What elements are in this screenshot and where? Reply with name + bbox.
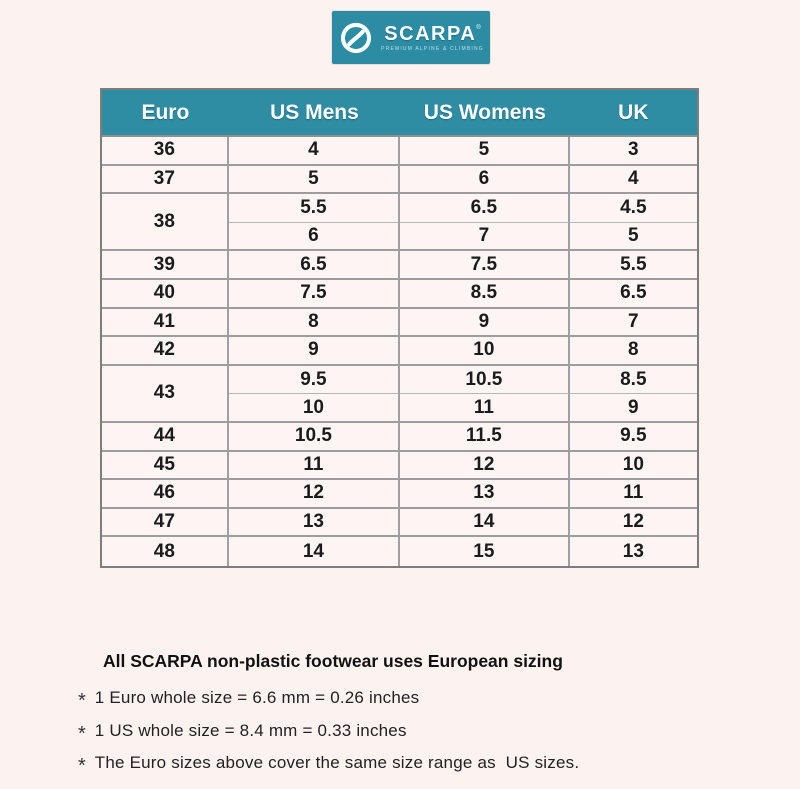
table-row-euro-47: 47 13 14 12 [102, 508, 697, 538]
us-mens-cell: 5 [228, 165, 401, 195]
scarpa-circle-emblem-icon [341, 22, 372, 53]
footnote-text: 1 US whole size = 8.4 mm = 0.33 inches [94, 720, 407, 740]
brand-wordmark: SCARPA [384, 22, 477, 45]
euro-size-cell: 41 [102, 308, 229, 338]
column-header-euro: Euro [102, 90, 229, 137]
us-womens-cell: 8.5 [400, 279, 570, 309]
us-womens-cell: 12 [400, 451, 570, 481]
uk-size-cell: 11 [569, 480, 697, 509]
us-womens-cell: 6.5 [400, 194, 570, 223]
table-row-euro-45: 45 11 12 10 [102, 451, 697, 481]
table-row-euro-44: 44 10.5 11.5 9.5 [102, 422, 697, 452]
footnote-1: * 1 Euro whole size = 6.6 mm = 0.26 inche… [78, 688, 758, 712]
uk-size-cell: 3 [569, 137, 697, 166]
table-row-euro-41: 41 8 9 7 [102, 308, 697, 338]
notes-list: * 1 Euro whole size = 6.6 mm = 0.26 inche… [78, 688, 758, 786]
uk-size-cell: 4.5 [569, 194, 697, 223]
us-womens-cell: 7.5 [400, 251, 570, 280]
us-mens-cell: 10 [228, 394, 401, 423]
euro-size-cell: 36 [102, 137, 229, 166]
us-womens-cell: 7 [400, 222, 570, 252]
uk-size-cell: 5.5 [569, 251, 697, 280]
us-mens-cell: 13 [228, 508, 401, 538]
euro-size-cell: 44 [102, 422, 229, 452]
us-mens-cell: 6.5 [228, 251, 401, 280]
table-row-euro-40: 40 7.5 8.5 6.5 [102, 279, 697, 309]
euro-size-cell: 46 [102, 480, 229, 509]
uk-size-cell: 7 [569, 308, 697, 338]
registered-trademark-symbol: ® [476, 24, 481, 31]
us-womens-cell: 10 [400, 337, 570, 366]
footnote-2: * 1 US whole size = 8.4 mm = 0.33 inches [78, 720, 758, 745]
us-mens-cell: 8 [228, 308, 401, 338]
euro-size-cell: 47 [102, 508, 229, 538]
brand-tagline: PREMIUM ALPINE & CLIMBING [381, 45, 484, 52]
size-table-header-row: Euro US Mens US Womens UK [102, 90, 697, 137]
asterisk-bullet: * [78, 690, 86, 712]
uk-size-cell: 6.5 [569, 279, 697, 309]
us-womens-cell: 11.5 [400, 422, 570, 452]
table-row-euro-43-1: 43 9.5 10.5 8.5 [102, 365, 697, 423]
us-mens-cell: 9.5 [228, 365, 401, 395]
table-row-euro-36: 36 4 5 3 [102, 137, 697, 166]
us-mens-cell: 7.5 [228, 279, 401, 309]
uk-size-cell: 8 [569, 337, 697, 366]
footnote-text: The Euro sizes above cover the same size… [94, 753, 580, 772]
us-mens-cell: 10.5 [228, 422, 401, 452]
size-conversion-table-wrap: Euro US Mens US Womens UK 36 4 5 3 37 5 6 4 38 5.5 6.… [100, 88, 699, 568]
us-womens-cell: 13 [400, 480, 570, 509]
table-row-euro-38-1: 38 5.5 6.5 4.5 [102, 194, 697, 252]
us-womens-cell: 14 [400, 508, 570, 538]
us-womens-cell: 6 [400, 165, 570, 195]
table-row-euro-48: 48 14 15 13 [102, 537, 697, 566]
table-row-euro-42: 42 9 10 8 [102, 337, 697, 366]
uk-size-cell: 9 [569, 394, 697, 423]
us-mens-cell: 6 [228, 222, 401, 252]
us-womens-cell: 9 [400, 308, 570, 338]
us-mens-cell: 9 [228, 337, 401, 366]
table-row-euro-43-2: 10 11 9 [102, 394, 697, 423]
column-header-us-mens: US Mens [228, 90, 401, 137]
uk-size-cell: 12 [569, 508, 697, 538]
column-header-uk: UK [569, 90, 697, 137]
table-row-euro-39: 39 6.5 7.5 5.5 [102, 251, 697, 280]
us-mens-cell: 12 [228, 480, 401, 509]
asterisk-bullet: * [78, 722, 86, 745]
euro-size-cell: 39 [102, 251, 229, 280]
footnote-text: 1 Euro whole size = 6.6 mm = 0.26 inches [94, 688, 420, 707]
euro-size-cell: 45 [102, 451, 229, 481]
uk-size-cell: 8.5 [569, 365, 697, 395]
us-mens-cell: 4 [228, 137, 401, 166]
uk-size-cell: 9.5 [569, 422, 697, 452]
us-womens-cell: 5 [400, 137, 570, 166]
uk-size-cell: 5 [569, 222, 697, 252]
notes-heading: All SCARPA non-plastic footwear uses Eur… [103, 651, 563, 671]
us-womens-cell: 10.5 [400, 365, 570, 395]
us-mens-cell: 11 [228, 451, 401, 481]
size-conversion-table: Euro US Mens US Womens UK 36 4 5 3 37 5 6 4 38 5.5 6.… [100, 88, 699, 568]
column-header-us-womens: US Womens [400, 90, 570, 137]
scarpa-logo: SCARPA ® PREMIUM ALPINE & CLIMBING [332, 11, 490, 64]
us-mens-cell: 14 [228, 537, 401, 566]
euro-size-cell: 42 [102, 337, 229, 366]
euro-size-cell: 48 [102, 537, 229, 566]
logo-text-block: SCARPA ® PREMIUM ALPINE & CLIMBING [381, 24, 484, 52]
table-row-euro-46: 46 12 13 11 [102, 480, 697, 509]
footnote-3: * The Euro sizes above cover the same siz… [78, 753, 758, 777]
euro-size-cell: 43 [102, 365, 229, 423]
table-row-euro-37: 37 5 6 4 [102, 165, 697, 195]
euro-size-cell: 40 [102, 279, 229, 309]
uk-size-cell: 10 [569, 451, 697, 481]
us-womens-cell: 11 [400, 394, 570, 423]
us-womens-cell: 15 [400, 537, 570, 566]
uk-size-cell: 13 [569, 537, 697, 566]
euro-size-cell: 37 [102, 165, 229, 195]
asterisk-bullet: * [78, 755, 86, 777]
euro-size-cell: 38 [102, 194, 229, 252]
uk-size-cell: 4 [569, 165, 697, 195]
us-mens-cell: 5.5 [228, 194, 401, 223]
